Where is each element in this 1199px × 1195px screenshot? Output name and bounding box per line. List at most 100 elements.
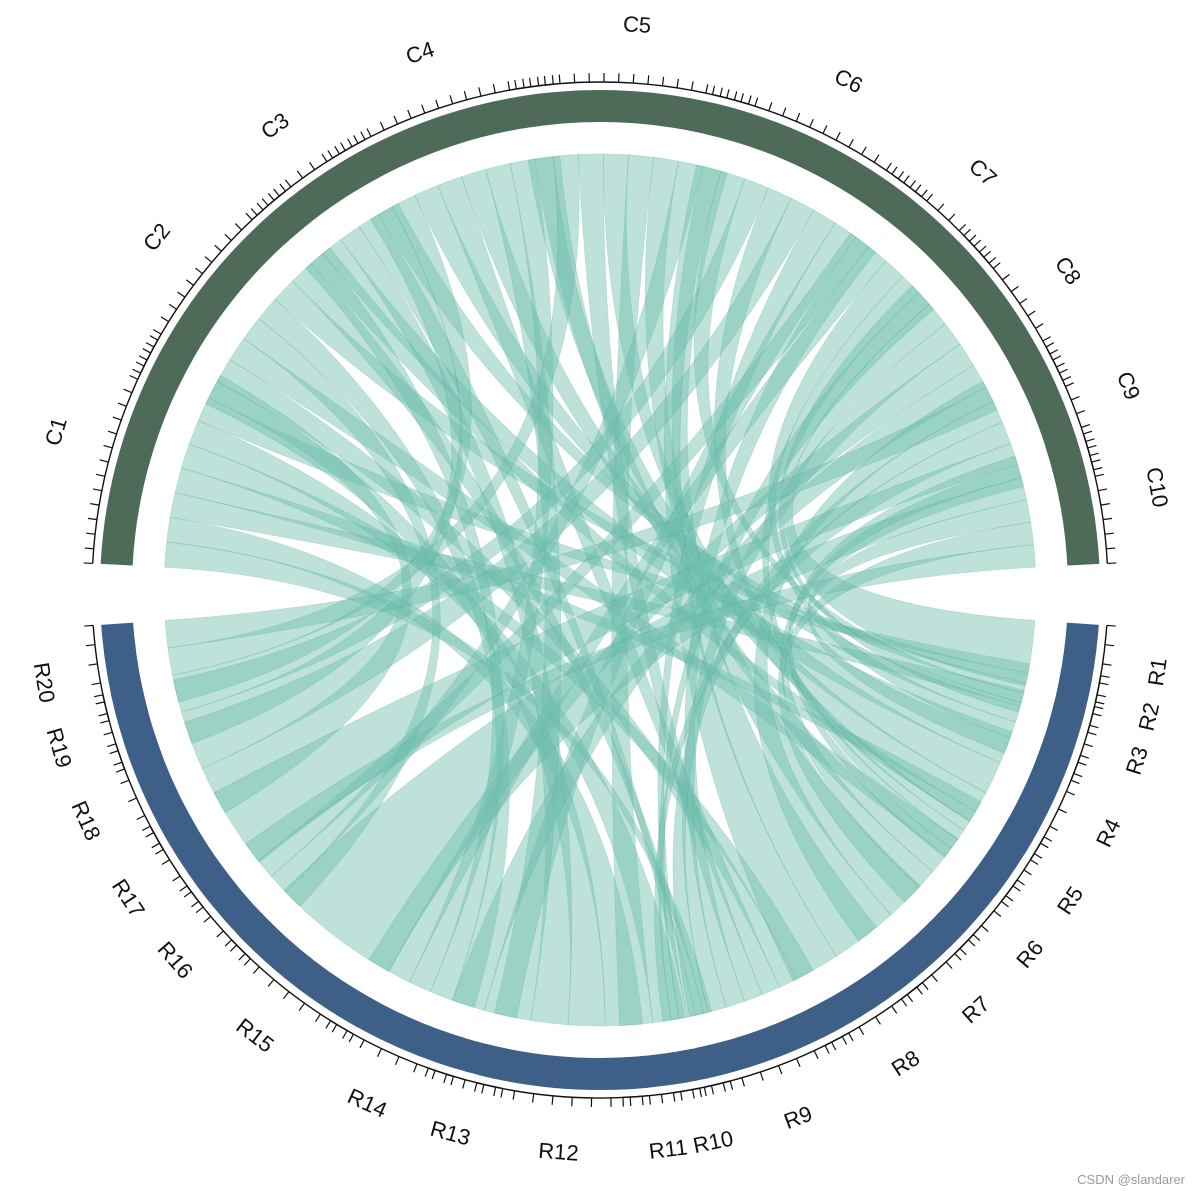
tick-c6 xyxy=(835,131,841,141)
tick-r19 xyxy=(109,750,119,755)
sector-r12[interactable] xyxy=(478,1044,649,1090)
tick-c2 xyxy=(245,212,253,221)
sector-c6[interactable] xyxy=(703,102,917,228)
link-c4-r12 xyxy=(485,162,562,1021)
tick-c4 xyxy=(551,75,554,85)
sector-r20[interactable] xyxy=(101,622,148,719)
sector-r15[interactable] xyxy=(237,912,373,1028)
tick-c7 xyxy=(891,166,898,175)
tick-r5 xyxy=(1023,869,1032,876)
tick-c2 xyxy=(177,291,186,298)
link-c1-r10 xyxy=(164,541,713,1014)
tick-r14 xyxy=(342,1030,348,1039)
tick-r4 xyxy=(1049,825,1058,831)
tick-c4 xyxy=(463,90,468,100)
tick-r6 xyxy=(967,939,976,947)
axis-r20 xyxy=(92,625,110,721)
tick-r20 xyxy=(91,682,101,686)
tick-c1 xyxy=(103,444,113,449)
tick-r11 xyxy=(641,1096,644,1106)
tick-r8 xyxy=(921,982,929,990)
tick-c1 xyxy=(135,361,145,367)
tick-r17 xyxy=(151,842,160,849)
label-r20: R20 xyxy=(29,661,60,705)
watermark: CSDN @slandarer xyxy=(1077,1172,1185,1187)
tick-r17 xyxy=(142,825,151,831)
tick-r20 xyxy=(88,663,98,666)
label-c10: C10 xyxy=(1141,465,1173,509)
link-c5-r4 xyxy=(527,156,987,823)
tick-c10 xyxy=(1087,444,1097,449)
link-c4-r3 xyxy=(414,184,1021,723)
label-c5: C5 xyxy=(622,11,652,38)
tick-c7 xyxy=(937,203,945,212)
tick-r10 xyxy=(710,1085,715,1095)
tick-c1 xyxy=(112,416,122,421)
tick-r9 xyxy=(722,1082,726,1092)
tick-c4 xyxy=(379,121,385,131)
sector-r9[interactable] xyxy=(696,998,845,1080)
tick-r16 xyxy=(203,915,212,923)
sector-c5[interactable] xyxy=(517,89,747,143)
tick-c8 xyxy=(973,239,982,247)
label-r10: R10 xyxy=(691,1126,736,1159)
tick-c6 xyxy=(768,102,773,112)
sector-c4[interactable] xyxy=(336,92,557,193)
sector-c1[interactable] xyxy=(100,343,193,566)
tick-c6 xyxy=(921,189,928,198)
link-c8-r2 xyxy=(778,285,1022,713)
sector-c10[interactable] xyxy=(1045,436,1100,566)
tick-c2 xyxy=(234,223,243,231)
tick-c2 xyxy=(185,279,194,286)
tick-c7 xyxy=(903,175,910,184)
link-c9-r17 xyxy=(213,442,1019,863)
label-r19: R19 xyxy=(42,725,77,771)
link-c1-r2 xyxy=(197,397,1031,674)
link-c7-r3 xyxy=(768,260,1017,739)
tick-c6 xyxy=(873,154,880,163)
tick-r8 xyxy=(906,994,914,1003)
tick-r15 xyxy=(298,1002,305,1011)
tick-r6 xyxy=(1005,895,1014,902)
sector-c2[interactable] xyxy=(147,197,311,391)
tick-c8 xyxy=(1035,323,1044,329)
tick-c3 xyxy=(250,208,258,216)
tick-r7 xyxy=(900,998,908,1007)
tick-c4 xyxy=(435,99,440,109)
tick-r2 xyxy=(1092,713,1102,717)
tick-c4 xyxy=(340,142,346,151)
tick-c10 xyxy=(1083,430,1093,435)
tick-r19 xyxy=(115,768,125,773)
tick-c1 xyxy=(129,374,139,380)
tick-c9 xyxy=(1085,438,1095,443)
tick-r12 xyxy=(474,1082,478,1092)
link-c3-r10 xyxy=(358,213,697,1018)
tick-c2 xyxy=(160,316,170,323)
tick-r18 xyxy=(107,743,117,748)
tick-r18 xyxy=(136,814,146,821)
link-c1-r12 xyxy=(166,516,643,1027)
tick-c7 xyxy=(926,193,933,202)
tick-c3 xyxy=(334,145,340,155)
tick-r2 xyxy=(1096,694,1107,698)
label-r9: R9 xyxy=(780,1101,815,1134)
tick-c8 xyxy=(1001,273,1010,281)
link-c5-r5 xyxy=(602,153,971,831)
tick-r9 xyxy=(703,1087,707,1097)
tick-r6 xyxy=(980,925,989,932)
tick-r9 xyxy=(778,1065,783,1075)
link-c2-r9 xyxy=(216,359,798,988)
tick-r15 xyxy=(252,966,260,974)
tick-r11 xyxy=(699,1088,703,1098)
tick-c5 xyxy=(632,74,635,84)
sector-c8[interactable] xyxy=(935,241,1056,397)
tick-c2 xyxy=(132,368,141,374)
label-r15: R15 xyxy=(232,1013,279,1057)
tick-c8 xyxy=(1049,349,1059,355)
tick-c5 xyxy=(528,77,532,87)
tick-c4 xyxy=(492,83,496,94)
tick-r16 xyxy=(216,930,224,938)
tick-c9 xyxy=(1070,396,1080,401)
tick-c1 xyxy=(92,488,102,492)
tick-r16 xyxy=(179,885,188,892)
